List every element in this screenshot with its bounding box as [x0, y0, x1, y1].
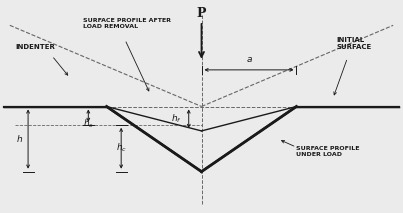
Text: INITIAL
SURFACE: INITIAL SURFACE — [337, 36, 372, 50]
Text: $h_f$: $h_f$ — [170, 112, 181, 125]
Text: $h_c$: $h_c$ — [116, 142, 127, 154]
Text: h: h — [17, 135, 23, 144]
Text: SURFACE PROFILE
UNDER LOAD: SURFACE PROFILE UNDER LOAD — [297, 146, 360, 157]
Text: P: P — [197, 7, 206, 20]
Text: SURFACE PROFILE AFTER
LOAD REMOVAL: SURFACE PROFILE AFTER LOAD REMOVAL — [83, 18, 171, 29]
Text: $h_s$: $h_s$ — [83, 118, 94, 130]
Text: INDENTER: INDENTER — [15, 43, 55, 50]
Text: a: a — [246, 55, 252, 64]
